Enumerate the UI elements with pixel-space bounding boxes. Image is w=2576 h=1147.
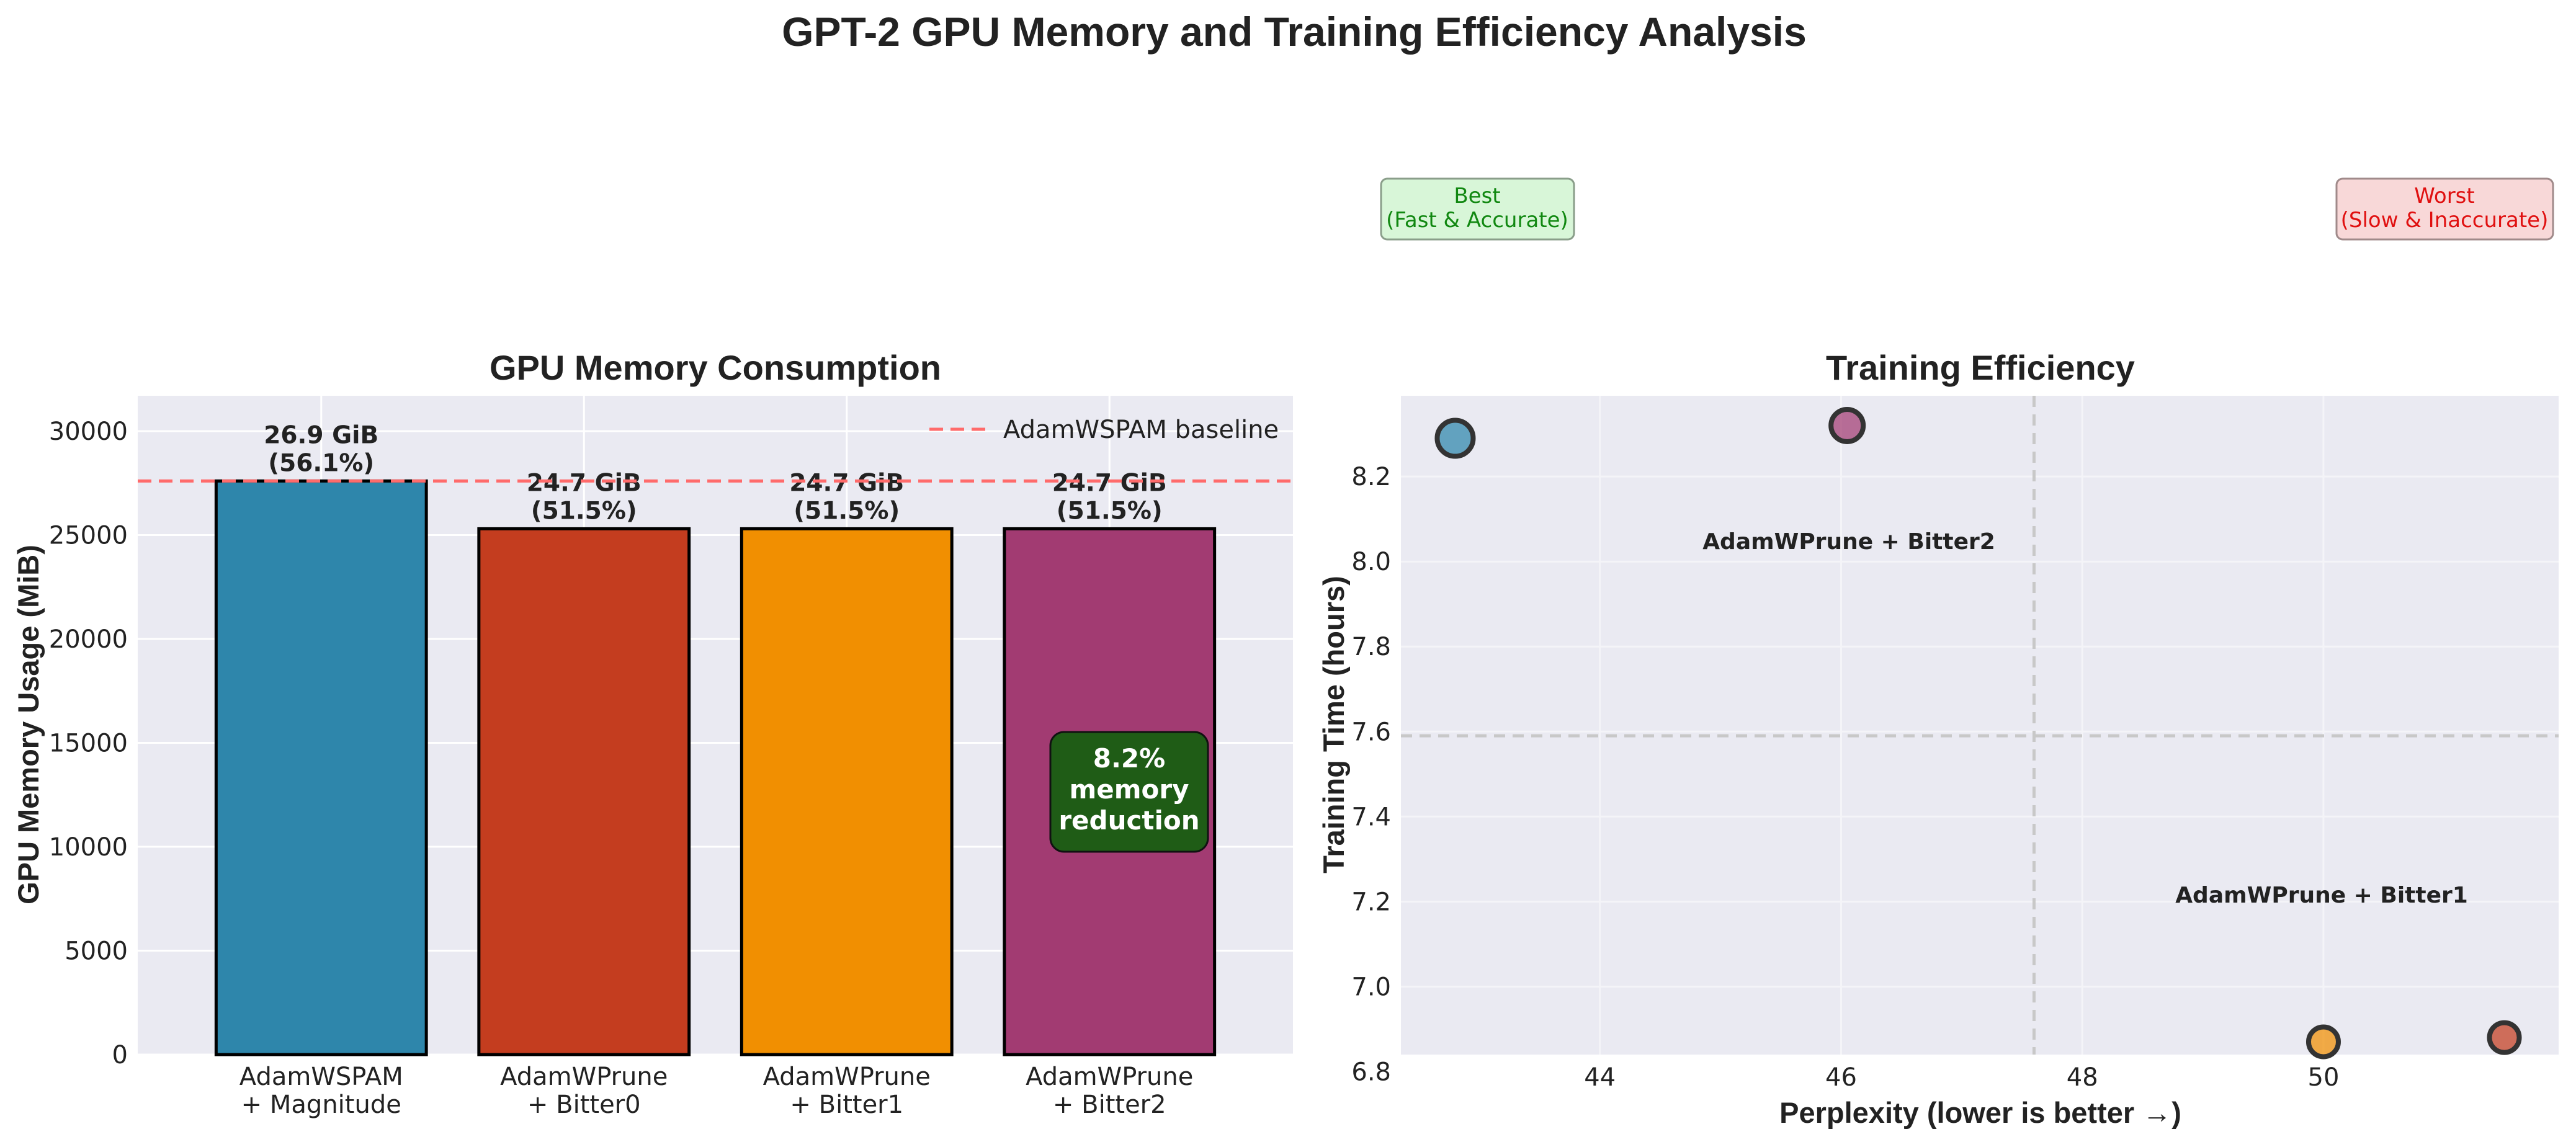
efficiency-y-tick-label: 7.6 [1351, 718, 1391, 746]
efficiency-y-tick-label: 7.0 [1351, 973, 1391, 1001]
memory-legend: AdamWSPAM baseline [929, 416, 1279, 444]
best-box [1380, 177, 1575, 241]
memory-x-ticks: AdamWSPAM + Magnitude AdamWPrune + Bitter0 A… [239, 1063, 1194, 1119]
memory-bar-label: 24.7 GiB (51.5%) [1052, 469, 1167, 525]
worst-label: Worst (Slow & Inaccurate) [2341, 184, 2549, 233]
efficiency-point [2487, 1020, 2522, 1055]
worst-callout: Worst (Slow & Inaccurate) [2335, 177, 2554, 241]
best-callout: Best (Fast & Accurate) [1380, 177, 1575, 241]
annotation-bitter1: AdamWPrune + Bitter1 [2175, 883, 2468, 908]
efficiency-point [1434, 417, 1476, 459]
memory-y-axis-label: GPU Memory Usage (MiB) [12, 545, 45, 904]
efficiency-y-tick-label: 6.8 [1351, 1058, 1391, 1086]
efficiency-chart: Training Efficiency 6.8 7.0 7.2 7.4 7.6 7.8 8.… [1317, 177, 2559, 1129]
memory-reduction-callout: 8.2% memory reduction [1049, 731, 1209, 853]
efficiency-points [1434, 406, 2522, 1060]
memory-bar [214, 479, 428, 1056]
reduction-label: 8.2% memory reduction [1058, 743, 1199, 836]
memory-y-tick-label: 20000 [49, 625, 128, 654]
efficiency-y-tick-label: 8.0 [1351, 548, 1391, 576]
memory-x-tick-label: AdamWPrune + Bitter2 [1026, 1063, 1193, 1119]
efficiency-y-tick-label: 7.2 [1351, 888, 1391, 916]
memory-y-tick-label: 15000 [49, 729, 128, 757]
efficiency-x-tick-label: 50 [2308, 1063, 2340, 1092]
memory-x-tick-label: AdamWPrune + Bitter1 [763, 1063, 931, 1119]
reduction-text: 8.2% memory reduction [1058, 743, 1199, 836]
efficiency-mean-lines [1401, 396, 2559, 1055]
efficiency-plot-area [1401, 396, 2559, 1055]
worst-box [2335, 177, 2554, 241]
efficiency-y-tick-label: 7.4 [1351, 803, 1391, 831]
memory-bar-label: 26.9 GiB (56.1%) [264, 421, 378, 477]
efficiency-point [2305, 1024, 2341, 1060]
best-text: Best (Fast & Accurate) [1386, 184, 1568, 233]
memory-y-tick-label: 5000 [65, 937, 128, 965]
memory-bar [477, 527, 691, 1056]
figure-title: GPT-2 GPU Memory and Training Efficiency… [782, 9, 1807, 55]
memory-x-tick-label: AdamWPrune + Bitter0 [500, 1063, 668, 1119]
memory-chart: GPU Memory Consumption 0 5000 10000 15000 20… [12, 348, 1293, 1119]
memory-y-ticks: 0 5000 10000 15000 20000 25000 30000 [49, 417, 128, 1069]
efficiency-y-tick-label: 8.2 [1351, 463, 1391, 491]
memory-y-tick-label: 0 [112, 1041, 128, 1069]
efficiency-y-axis-label: Training Time (hours) [1317, 576, 1350, 873]
memory-bar [740, 527, 954, 1056]
memory-y-tick-label: 10000 [49, 833, 128, 862]
memory-bar-label: 24.7 GiB (51.5%) [527, 469, 642, 525]
efficiency-x-axis-label: Perplexity (lower is better →) [1779, 1096, 2181, 1129]
efficiency-chart-title: Training Efficiency [1826, 348, 2135, 387]
memory-y-tick-label: 25000 [49, 521, 128, 550]
efficiency-x-tick-label: 46 [1825, 1063, 1857, 1092]
memory-x-tick-label: AdamWSPAM + Magnitude [239, 1063, 403, 1119]
efficiency-x-tick-label: 48 [2067, 1063, 2098, 1092]
worst-text: Worst (Slow & Inaccurate) [2341, 184, 2549, 233]
efficiency-grid [1401, 396, 2559, 1055]
best-label: Best (Fast & Accurate) [1386, 184, 1568, 233]
memory-chart-title: GPU Memory Consumption [490, 348, 941, 387]
efficiency-x-ticks: 44 46 48 50 [1584, 1063, 2339, 1092]
legend-baseline-label: AdamWSPAM baseline [1003, 416, 1279, 444]
efficiency-x-tick-label: 44 [1584, 1063, 1616, 1092]
efficiency-y-ticks: 6.8 7.0 7.2 7.4 7.6 7.8 8.0 8.2 [1351, 463, 1391, 1086]
memory-bar-label: 24.7 GiB (51.5%) [789, 469, 904, 525]
annotation-bitter2: AdamWPrune + Bitter2 [1702, 529, 1995, 555]
memory-bar-labels: 26.9 GiB (56.1%) 24.7 GiB (51.5%) 24.7 GiB (5… [264, 421, 1166, 525]
reduction-box [1049, 731, 1209, 853]
efficiency-point [1828, 406, 1866, 444]
efficiency-y-tick-label: 7.8 [1351, 633, 1391, 661]
memory-y-tick-label: 30000 [49, 417, 128, 446]
